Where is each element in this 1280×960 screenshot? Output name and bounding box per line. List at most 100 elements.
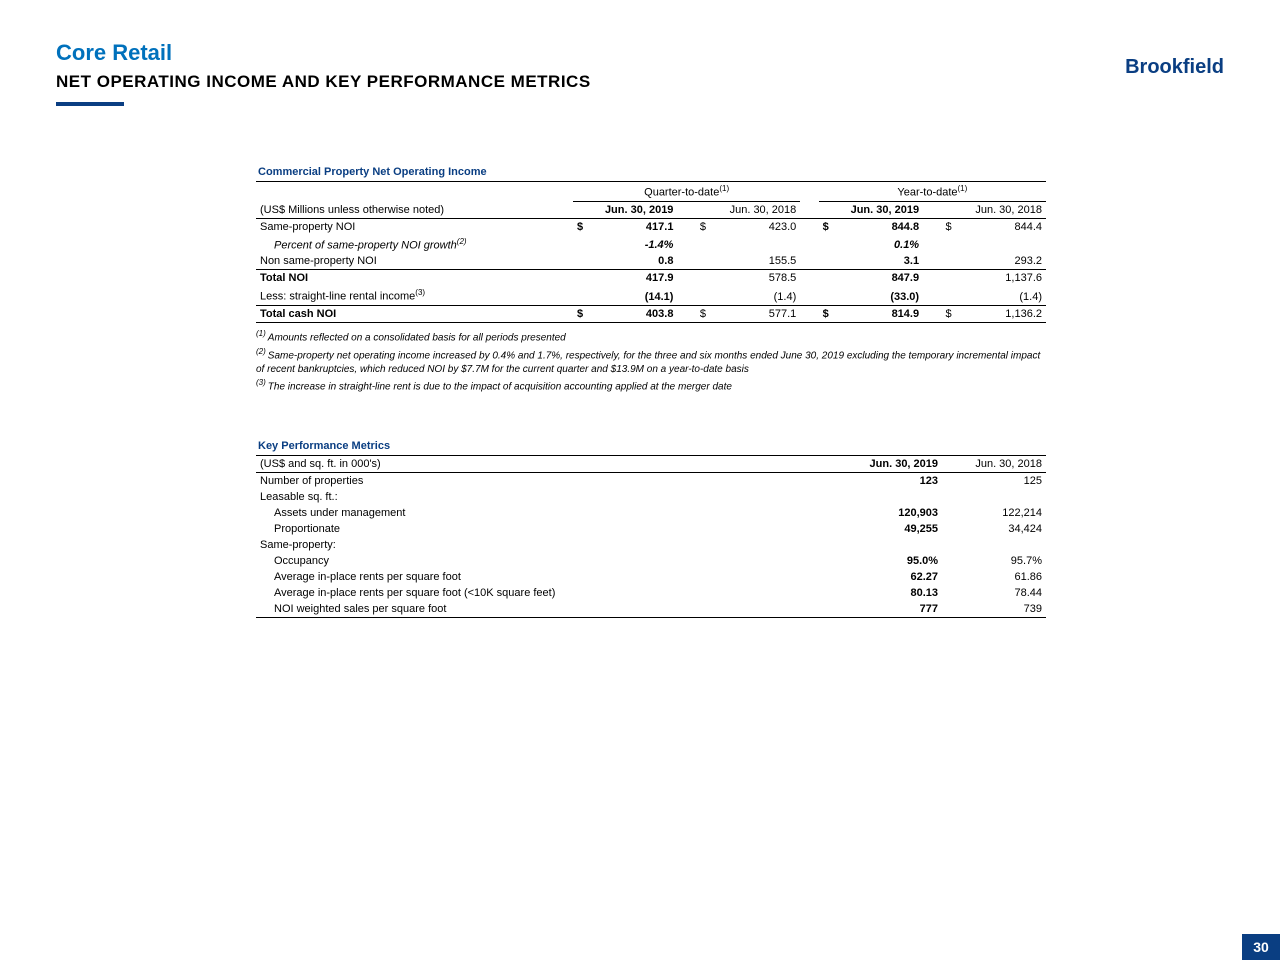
cell-val: 417.1 [587, 218, 677, 235]
col-hdr-2: Jun. 30, 2018 [710, 201, 800, 218]
cell-val: 1,137.6 [956, 270, 1046, 287]
cell-val: (1.4) [710, 286, 800, 305]
cell-val: 403.8 [587, 305, 677, 322]
column-header-row: (US$ Millions unless otherwise noted) Ju… [256, 201, 1046, 218]
table2-title: Key Performance Metrics [256, 440, 1046, 456]
cell-val: 578.5 [710, 270, 800, 287]
ytd-sup: (1) [958, 184, 968, 193]
cell-label: Same-property: [256, 537, 838, 553]
table1-title: Commercial Property Net Operating Income [256, 166, 1046, 182]
cell-label: Percent of same-property NOI growth [274, 239, 457, 251]
cell-cur: $ [819, 305, 833, 322]
kpi-header-row: (US$ and sq. ft. in 000's) Jun. 30, 2019… [256, 456, 1046, 473]
cell-val: 293.2 [956, 253, 1046, 270]
cell-label: Average in-place rents per square foot [256, 569, 838, 585]
brand-logo: Brookfield [1125, 56, 1224, 79]
qtd-label: Quarter-to-date [644, 187, 719, 199]
cell-cur: $ [696, 218, 710, 235]
cell-label: Number of properties [256, 472, 838, 489]
cell-val: -1.4% [587, 235, 677, 254]
cell-cur: $ [942, 218, 956, 235]
row-non-same: Non same-property NOI 0.8 155.5 3.1 293.… [256, 253, 1046, 270]
cell-val: 417.9 [587, 270, 677, 287]
period-header-row: Quarter-to-date(1) Year-to-date(1) [256, 182, 1046, 201]
col-hdr-4: Jun. 30, 2018 [956, 201, 1046, 218]
cell-cur: $ [819, 218, 833, 235]
qtd-sup: (1) [719, 184, 729, 193]
row-rent1: Average in-place rents per square foot 6… [256, 569, 1046, 585]
fn3-sup: (3) [256, 378, 268, 387]
cell-val: 777 [838, 601, 942, 618]
row-occupancy: Occupancy 95.0% 95.7% [256, 553, 1046, 569]
cell-val: 847.9 [833, 270, 923, 287]
cell-cur: $ [942, 305, 956, 322]
cell-label: Total NOI [256, 270, 573, 287]
fn2-sup: (2) [256, 347, 268, 356]
cell-val: 844.4 [956, 218, 1046, 235]
cell-val [956, 235, 1046, 254]
title-rule [56, 102, 124, 106]
cell-val: 577.1 [710, 305, 800, 322]
cell-val: (14.1) [587, 286, 677, 305]
fn1-text: Amounts reflected on a consolidated basi… [268, 332, 566, 343]
cell-label: Total cash NOI [256, 305, 573, 322]
kpi-col-1: Jun. 30, 2019 [838, 456, 942, 473]
cell-val: 120,903 [838, 505, 942, 521]
cell-label: Less: straight-line rental income [260, 291, 415, 303]
table1-footnotes: (1)Amounts reflected on a consolidated b… [256, 329, 1046, 394]
cell-val: 49,255 [838, 521, 942, 537]
cell-val: 814.9 [833, 305, 923, 322]
row-total-noi: Total NOI 417.9 578.5 847.9 1,137.6 [256, 270, 1046, 287]
row-same-property-hdr: Same-property: [256, 537, 1046, 553]
cell-label: Assets under management [256, 505, 838, 521]
cell-sup: (3) [415, 288, 425, 297]
cell-val: 1,136.2 [956, 305, 1046, 322]
cell-val: 0.8 [587, 253, 677, 270]
ytd-label: Year-to-date [897, 187, 957, 199]
row-less-straight-line: Less: straight-line rental income(3) (14… [256, 286, 1046, 305]
cell-val: 844.8 [833, 218, 923, 235]
cell-label: Occupancy [256, 553, 838, 569]
col-hdr-3: Jun. 30, 2019 [833, 201, 923, 218]
fn3-text: The increase in straight-line rent is du… [268, 381, 732, 392]
cell-val: 61.86 [942, 569, 1046, 585]
cell-cur: $ [696, 305, 710, 322]
row-pct-growth: Percent of same-property NOI growth(2) -… [256, 235, 1046, 254]
row-sales: NOI weighted sales per square foot 777 7… [256, 601, 1046, 618]
cell-val: 3.1 [833, 253, 923, 270]
row-total-cash-noi: Total cash NOI $403.8 $577.1 $814.9 $1,1… [256, 305, 1046, 322]
cell-val: 78.44 [942, 585, 1046, 601]
fn1-sup: (1) [256, 329, 268, 338]
cell-val: 62.27 [838, 569, 942, 585]
cell-cur: $ [573, 305, 587, 322]
cell-val: 122,214 [942, 505, 1046, 521]
cell-label: Non same-property NOI [256, 253, 573, 270]
cell-val: 95.0% [838, 553, 942, 569]
cell-sup: (2) [457, 237, 467, 246]
row-leasable-hdr: Leasable sq. ft.: [256, 489, 1046, 505]
row-rent2: Average in-place rents per square foot (… [256, 585, 1046, 601]
row-same-property: Same-property NOI $417.1 $423.0 $844.8 $… [256, 218, 1046, 235]
header: Core Retail NET OPERATING INCOME AND KEY… [56, 40, 1224, 106]
cell-val: 423.0 [710, 218, 800, 235]
cell-label: Average in-place rents per square foot (… [256, 585, 838, 601]
row-num-properties: Number of properties 123 125 [256, 472, 1046, 489]
page-subtitle: NET OPERATING INCOME AND KEY PERFORMANCE… [56, 72, 1224, 92]
cell-val: 123 [838, 472, 942, 489]
noi-table: Quarter-to-date(1) Year-to-date(1) (US$ … [256, 182, 1046, 323]
cell-val: 80.13 [838, 585, 942, 601]
cell-label: Same-property NOI [256, 218, 573, 235]
cell-label: NOI weighted sales per square foot [256, 601, 838, 618]
kpi-table: (US$ and sq. ft. in 000's) Jun. 30, 2019… [256, 456, 1046, 618]
cell-label: Proportionate [256, 521, 838, 537]
cell-label: Leasable sq. ft.: [256, 489, 838, 505]
row-proportionate: Proportionate 49,255 34,424 [256, 521, 1046, 537]
unit-note: (US$ Millions unless otherwise noted) [256, 201, 573, 218]
cell-val: 34,424 [942, 521, 1046, 537]
cell-cur: $ [573, 218, 587, 235]
kpi-unit-note: (US$ and sq. ft. in 000's) [256, 456, 838, 473]
cell-val: (33.0) [833, 286, 923, 305]
cell-val: 125 [942, 472, 1046, 489]
cell-val: (1.4) [956, 286, 1046, 305]
fn2-text: Same-property net operating income incre… [256, 350, 1040, 375]
